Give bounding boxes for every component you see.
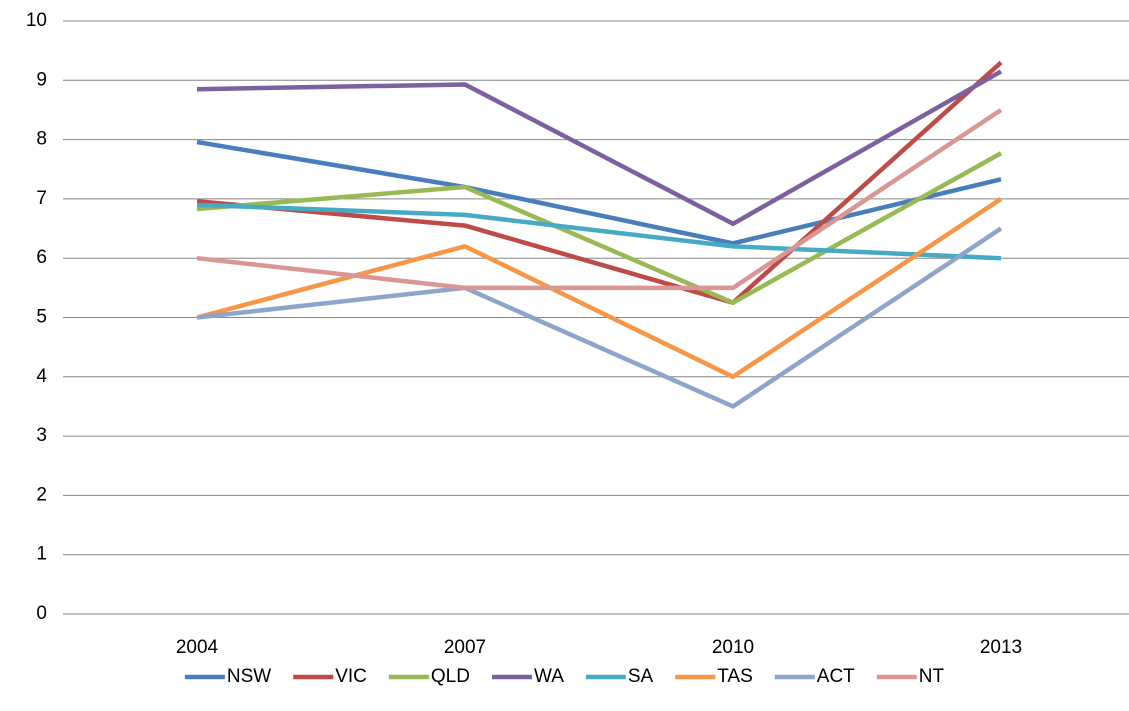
legend-label: ACT <box>817 666 855 687</box>
series-line <box>196 60 1003 305</box>
series-line <box>196 202 1002 261</box>
y-tick-label: 7 <box>36 188 47 209</box>
legend-label: NSW <box>227 666 271 687</box>
y-tick-label: 8 <box>36 129 47 150</box>
y-tick-label: 2 <box>36 484 47 505</box>
legend-label: QLD <box>431 666 470 687</box>
series-line <box>196 226 1003 409</box>
y-tick-label: 5 <box>36 307 47 328</box>
y-tick-label: 9 <box>36 69 47 90</box>
legend-label: NT <box>919 666 945 687</box>
x-tick-label: 2007 <box>444 637 486 658</box>
y-tick-label: 6 <box>36 247 47 268</box>
x-tick-label: 2010 <box>712 637 754 658</box>
x-tick-label: 2004 <box>176 637 219 658</box>
legend-label: TAS <box>717 666 753 687</box>
legend-label: WA <box>534 666 564 687</box>
y-tick-label: 4 <box>36 366 47 387</box>
series-line <box>196 197 1003 380</box>
x-tick-label: 2013 <box>980 637 1022 658</box>
y-tick-label: 0 <box>36 603 47 624</box>
y-tick-label: 1 <box>36 544 47 565</box>
series-line <box>196 108 1003 291</box>
legend-label: VIC <box>335 666 367 687</box>
y-tick-label: 3 <box>36 425 47 446</box>
series-line <box>196 151 1003 305</box>
legend-label: SA <box>628 666 654 687</box>
series-line <box>196 139 1002 246</box>
series-line <box>196 69 1003 227</box>
y-tick-label: 10 <box>26 10 47 31</box>
